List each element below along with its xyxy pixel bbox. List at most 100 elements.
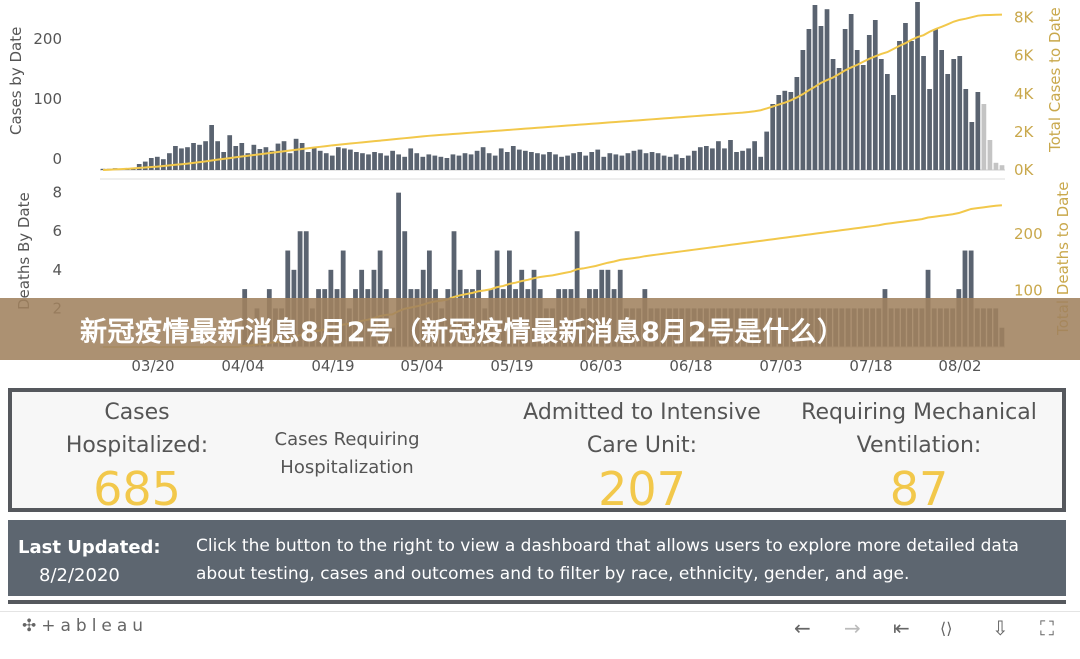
cases-bar[interactable] — [329, 155, 335, 170]
cases-bar[interactable] — [354, 152, 359, 170]
cases-bar[interactable] — [474, 150, 480, 170]
cases-bar[interactable] — [529, 152, 534, 170]
cases-bar[interactable] — [414, 153, 420, 170]
cases-bar[interactable] — [553, 154, 558, 170]
cases-bar[interactable] — [384, 155, 389, 170]
cases-bar[interactable] — [909, 41, 914, 170]
cases-bar[interactable] — [203, 141, 208, 170]
cases-bar[interactable] — [281, 141, 287, 170]
cases-bar[interactable] — [221, 152, 227, 170]
deaths-bar[interactable] — [451, 231, 457, 347]
cases-bar[interactable] — [438, 156, 444, 170]
cases-bar[interactable] — [951, 59, 957, 170]
cases-bar[interactable] — [577, 152, 583, 170]
cases-bar[interactable] — [167, 153, 172, 170]
cases-bar[interactable] — [860, 65, 866, 170]
cases-bar[interactable] — [848, 14, 854, 170]
cases-bar[interactable] — [486, 153, 492, 170]
cases-bar[interactable] — [535, 153, 540, 170]
cases-bar[interactable] — [866, 35, 872, 170]
cases-bar[interactable] — [697, 147, 703, 170]
cases-bar[interactable] — [637, 149, 643, 170]
cases-bar[interactable] — [480, 147, 486, 170]
cases-bar[interactable] — [673, 154, 679, 170]
cases-bar[interactable] — [559, 156, 564, 170]
cases-bar[interactable] — [215, 141, 221, 170]
cases-bar[interactable] — [981, 104, 987, 170]
cases-bar[interactable] — [842, 29, 848, 170]
cases-bar[interactable] — [770, 104, 776, 170]
cases-bar[interactable] — [420, 156, 426, 170]
cases-bar[interactable] — [444, 158, 450, 170]
deaths-bar[interactable] — [396, 192, 401, 347]
cases-bar[interactable] — [987, 140, 993, 170]
cases-bar[interactable] — [287, 153, 293, 170]
share-icon[interactable]: ⟨⟩ — [940, 619, 953, 638]
cases-bar[interactable] — [323, 153, 329, 170]
cases-bar[interactable] — [716, 141, 721, 170]
cases-bar[interactable] — [945, 74, 951, 170]
cases-bar[interactable] — [963, 89, 969, 170]
cases-bar[interactable] — [498, 148, 504, 170]
cases-bar[interactable] — [891, 95, 896, 170]
cases-bar[interactable] — [776, 95, 782, 170]
cases-bar[interactable] — [595, 149, 601, 170]
cases-bar[interactable] — [800, 50, 806, 170]
cases-bar[interactable] — [245, 153, 251, 170]
cases-bar[interactable] — [372, 152, 377, 170]
cases-bar[interactable] — [335, 147, 341, 170]
cases-bar[interactable] — [197, 144, 202, 170]
cases-bar[interactable] — [607, 153, 613, 170]
cases-bar[interactable] — [390, 150, 395, 170]
cases-bar[interactable] — [209, 125, 214, 170]
cases-bar[interactable] — [818, 26, 824, 170]
cases-bar[interactable] — [173, 146, 178, 170]
cases-bar[interactable] — [830, 59, 836, 170]
deaths-bar[interactable] — [303, 231, 309, 347]
cases-bar[interactable] — [885, 74, 890, 170]
deaths-bar[interactable] — [574, 231, 580, 347]
undo-icon[interactable]: ← — [794, 616, 811, 640]
cases-bar[interactable] — [456, 155, 462, 170]
cases-bar[interactable] — [758, 156, 764, 170]
cases-bar[interactable] — [903, 23, 908, 170]
cases-bar[interactable] — [378, 153, 383, 170]
fullscreen-icon[interactable]: ⛶ — [1040, 616, 1054, 640]
cases-bar[interactable] — [510, 146, 516, 170]
cases-bar[interactable] — [402, 156, 408, 170]
cases-bar[interactable] — [142, 161, 148, 170]
cases-bar[interactable] — [275, 143, 281, 170]
cases-bar[interactable] — [691, 150, 697, 170]
cases-bar[interactable] — [854, 50, 860, 170]
cases-bar[interactable] — [975, 92, 981, 170]
cases-bar[interactable] — [794, 77, 800, 170]
redo-icon[interactable]: → — [844, 616, 861, 640]
cases-bar[interactable] — [565, 155, 570, 170]
cases-bar[interactable] — [468, 154, 474, 170]
cases-bar[interactable] — [836, 68, 842, 170]
cases-bar[interactable] — [752, 141, 757, 170]
cases-bar[interactable] — [679, 158, 685, 170]
cases-bar[interactable] — [299, 143, 305, 170]
cases-bar[interactable] — [571, 153, 576, 170]
cases-bar[interactable] — [541, 154, 546, 170]
cases-bar[interactable] — [613, 154, 619, 170]
cases-bar[interactable] — [999, 165, 1005, 170]
cases-bar[interactable] — [492, 155, 498, 170]
cases-bar[interactable] — [523, 150, 528, 170]
cases-bar[interactable] — [257, 149, 263, 170]
cases-bar[interactable] — [263, 147, 269, 170]
cases-bar[interactable] — [432, 155, 438, 170]
cases-bar[interactable] — [342, 148, 347, 170]
cases-bar[interactable] — [734, 152, 739, 170]
cases-bar[interactable] — [667, 156, 673, 170]
cases-bar[interactable] — [921, 56, 926, 170]
cases-bar[interactable] — [939, 50, 945, 170]
cases-bar[interactable] — [504, 152, 510, 170]
cases-bar[interactable] — [661, 155, 667, 170]
cases-bar[interactable] — [179, 148, 184, 170]
cases-bar[interactable] — [619, 155, 625, 170]
cases-bar[interactable] — [305, 152, 311, 170]
cases-bar[interactable] — [601, 156, 607, 170]
cases-bar[interactable] — [649, 152, 655, 170]
